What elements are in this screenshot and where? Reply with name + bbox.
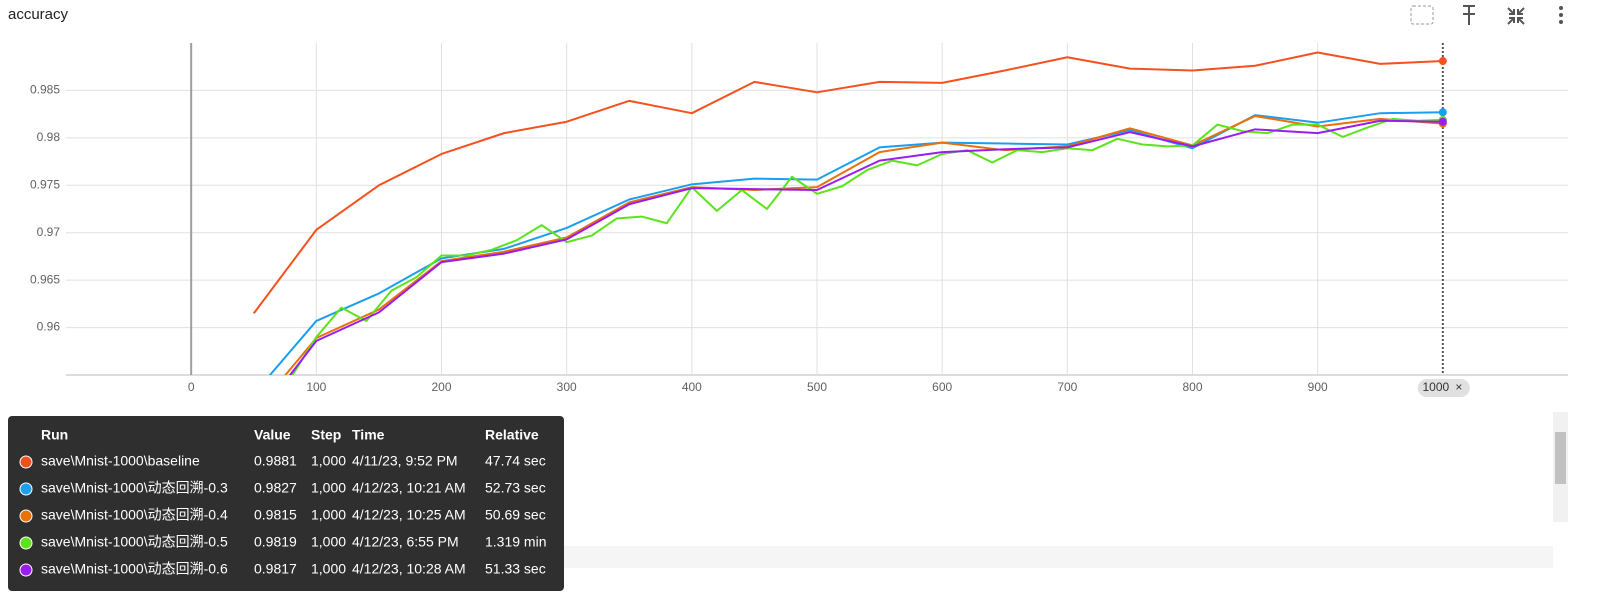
y-tick-label: 0.98 — [37, 130, 61, 144]
endpoint-dot — [1438, 57, 1447, 66]
series-line — [291, 117, 1443, 375]
x-tick-label: 700 — [1057, 380, 1077, 394]
tooltip-cell: 0.9827 — [254, 480, 297, 496]
cursor-pill — [1417, 379, 1470, 397]
tooltip-run: save\Mnist-1000\baseline — [41, 453, 200, 469]
tooltip-cell: 51.33 sec — [485, 561, 546, 577]
x-tick-label: 400 — [682, 380, 702, 394]
scrollbar-thumb[interactable] — [1555, 432, 1566, 484]
y-tick-label: 0.975 — [30, 177, 60, 191]
tooltip-cell: 0.9881 — [254, 453, 297, 469]
series-line — [252, 51, 1443, 314]
tooltip-cell: 52.73 sec — [485, 480, 546, 496]
tooltip-swatch — [19, 563, 33, 577]
tooltip-header: Run — [41, 427, 68, 443]
series-line — [288, 119, 1443, 375]
tooltip-box — [8, 416, 564, 591]
tooltip-cell: 0.9817 — [254, 561, 297, 577]
tooltip-cell: 1,000 — [311, 507, 346, 523]
chart-title: accuracy — [8, 6, 69, 23]
pin-icon[interactable] — [1463, 5, 1475, 25]
tooltip-cell: 1,000 — [311, 453, 346, 469]
x-tick-label: 900 — [1308, 380, 1328, 394]
y-tick-label: 0.97 — [37, 225, 61, 239]
row-band — [564, 546, 1553, 568]
menu-icon[interactable] — [1559, 6, 1563, 24]
x-tick-label: 800 — [1182, 380, 1202, 394]
x-tick-label: 600 — [932, 380, 952, 394]
tooltip-cell: 4/12/23, 10:28 AM — [352, 561, 466, 577]
tooltip-cell: 1,000 — [311, 480, 346, 496]
x-tick-label: 300 — [557, 380, 577, 394]
tooltip-cell: 1.319 min — [485, 534, 546, 550]
y-tick-label: 0.965 — [30, 272, 60, 286]
tooltip-run: save\Mnist-1000\动态回溯-0.6 — [41, 561, 228, 577]
tooltip-cell: 50.69 sec — [485, 507, 546, 523]
series-line — [268, 111, 1443, 375]
y-tick-label: 0.985 — [30, 83, 60, 97]
tooltip-run: save\Mnist-1000\动态回溯-0.3 — [41, 480, 228, 496]
tooltip-swatch — [19, 509, 33, 523]
tooltip: Run Value Step Time Relative save\Mnist-1000\… — [8, 416, 564, 591]
tooltip-cell: 4/12/23, 10:25 AM — [352, 507, 466, 523]
tooltip-cell: 4/12/23, 6:55 PM — [352, 534, 459, 550]
tooltip-header: Time — [352, 427, 385, 443]
tooltip-cell: 47.74 sec — [485, 453, 546, 469]
tooltip-swatch — [19, 482, 33, 496]
cursor-label: 1000 — [1422, 380, 1449, 394]
x-tick-label: 200 — [431, 380, 451, 394]
tooltip-swatch — [19, 536, 33, 550]
x-tick-label: 100 — [306, 380, 326, 394]
tooltip-cell: 0.9815 — [254, 507, 297, 523]
tooltip-cell: 0.9819 — [254, 534, 297, 550]
endpoint-dot — [1438, 117, 1447, 126]
tooltip-swatch — [19, 455, 33, 469]
endpoint-dot — [1438, 108, 1447, 117]
x-tick-label: 500 — [807, 380, 827, 394]
tooltip-header: Value — [254, 427, 291, 443]
tooltip-run: save\Mnist-1000\动态回溯-0.4 — [41, 507, 228, 523]
tooltip-cell: 1,000 — [311, 561, 346, 577]
tooltip-header: Step — [311, 427, 341, 443]
tooltip-cell: 4/12/23, 10:21 AM — [352, 480, 466, 496]
x-tick-label: 0 — [188, 380, 195, 394]
plot-lines — [252, 51, 1443, 375]
tooltip-cell: 4/11/23, 9:52 PM — [352, 453, 458, 469]
cursor-close: × — [1455, 380, 1462, 394]
toolbar-icons — [1410, 5, 1563, 25]
y-tick-label: 0.96 — [37, 320, 61, 334]
fit-icon[interactable] — [1410, 5, 1434, 25]
tooltip-run: save\Mnist-1000\动态回溯-0.5 — [41, 534, 228, 550]
series-line — [284, 115, 1443, 375]
tooltip-header: Relative — [485, 427, 539, 443]
tooltip-cell: 1,000 — [311, 534, 346, 550]
collapse-icon[interactable] — [1507, 7, 1525, 25]
